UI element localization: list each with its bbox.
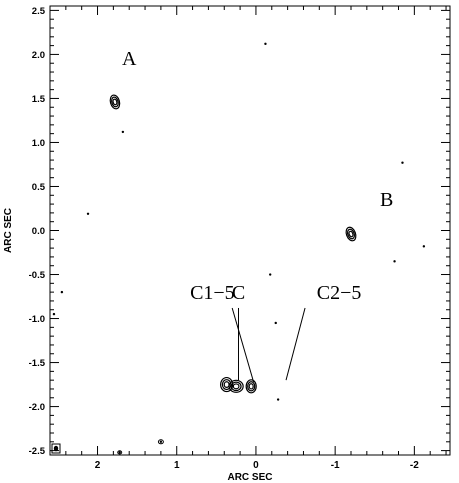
component-label-b: B: [380, 189, 393, 211]
x-tick-label: -1: [331, 460, 340, 471]
noise-point: [60, 290, 64, 294]
y-tick-label: 0.0: [32, 226, 45, 237]
component-b-contour: [346, 228, 355, 240]
noise-point: [118, 451, 121, 454]
y-tick-label: -2.5: [29, 446, 46, 457]
beam-box: [51, 443, 61, 454]
y-tick-label: 2.5: [32, 6, 46, 17]
noise-point: [52, 312, 56, 316]
component-c2-contour: [221, 379, 232, 391]
x-tick-label: 2: [95, 460, 101, 471]
y-tick-label: -1.5: [29, 358, 46, 369]
noise-point: [86, 212, 90, 215]
component-c-contour: [232, 383, 240, 390]
y-tick-label: 2.0: [32, 50, 45, 61]
noise-point: [264, 42, 267, 46]
beam-ellipse: [53, 445, 59, 452]
component-b-contour: [348, 230, 354, 238]
component-a-contour: [111, 96, 119, 108]
y-tick-label: 0.5: [32, 182, 46, 193]
noise-point: [276, 398, 280, 401]
noise-contour: [117, 450, 123, 455]
component-c1-contour: [247, 381, 256, 392]
y-tick-label: 1.5: [32, 94, 46, 105]
noise-point: [274, 321, 277, 325]
noise-point: [268, 273, 272, 276]
x-tick-label: 0: [253, 460, 259, 471]
component-label-a: A: [122, 48, 137, 70]
y-tick-label: -2.0: [29, 402, 45, 413]
noise-point: [422, 245, 426, 248]
pointer-c1: [231, 307, 255, 383]
x-tick-label: 1: [174, 460, 180, 471]
component-label-c: C: [232, 282, 245, 304]
noise-point: [121, 130, 125, 134]
noise-point: [159, 440, 163, 443]
component-c1-contour: [248, 383, 254, 390]
component-b-contour: [345, 226, 357, 242]
noise-point: [401, 161, 404, 164]
component-c2-contour: [220, 376, 234, 393]
x-tick-label: -2: [410, 460, 419, 471]
component-c-contour: [230, 381, 242, 392]
component-c2-contour: [223, 381, 230, 388]
component-label-c2: C2−5: [317, 282, 362, 304]
noise-contour: [157, 439, 164, 445]
y-tick-label: 1.0: [32, 138, 45, 149]
component-label-c1: C1−5: [190, 282, 235, 304]
pointer-c2: [285, 307, 306, 381]
noise-point: [393, 260, 396, 263]
y-tick-label: -0.5: [29, 270, 46, 281]
y-tick-label: -1.0: [29, 314, 45, 325]
component-c1-contour: [245, 379, 257, 394]
y-axis-label: ARC SEC: [3, 208, 14, 253]
component-a-contour: [112, 98, 118, 106]
component-a-contour: [109, 94, 121, 110]
x-axis-label: ARC SEC: [227, 472, 272, 483]
